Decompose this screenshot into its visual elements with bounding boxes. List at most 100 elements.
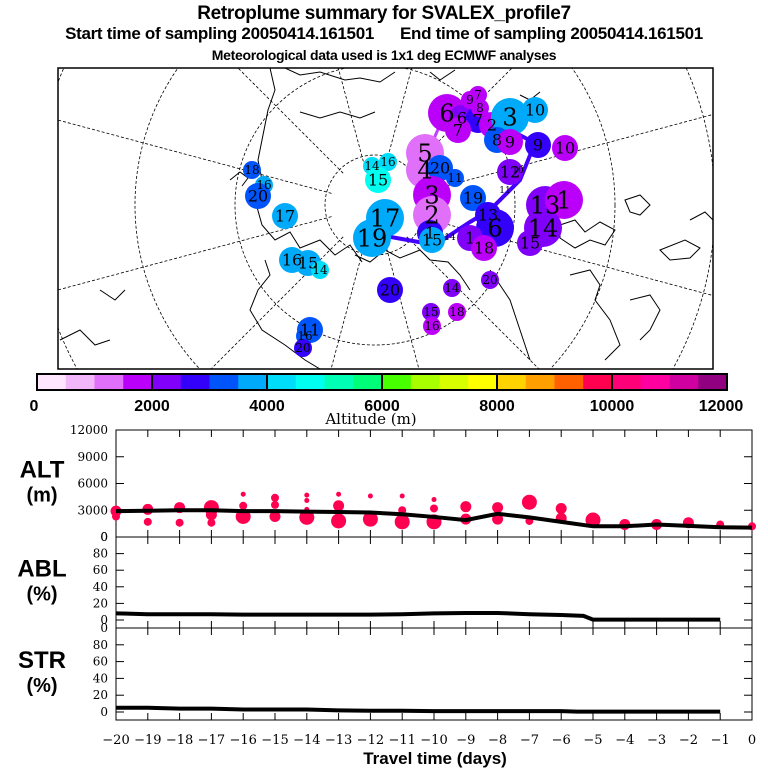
colorbar-swatch [123,374,153,390]
cluster-label: 14 [444,233,456,243]
colorbar-tick-label: 12000 [699,398,744,415]
cluster-marker [245,183,271,209]
colorbar-label: Altitude (m) [324,410,416,428]
x-tick-label: −17 [198,733,225,748]
coastline [284,68,396,83]
x-tick-label: −9 [456,733,475,748]
cluster-label: 15 [368,171,388,190]
y-tick-label: 40 [93,671,108,685]
coastline [689,211,713,221]
colorbar-tick-label: 0 [30,398,39,415]
panel-label: STR [18,647,66,674]
y-tick-label: 80 [93,547,108,561]
alt-dot [367,493,373,499]
alt-dot [269,510,281,522]
cluster-label: 20 [482,273,497,287]
x-tick-label: −13 [325,733,352,748]
start-time-label: Start time of sampling 20050414.161501 [65,24,374,43]
alt-dot [240,491,246,497]
cluster-marker [423,317,441,335]
met-data-label: Meteorological data used is 1x1 deg ECMW… [211,47,557,63]
longitude-line [418,114,713,194]
x-tick-label: −14 [293,733,320,748]
cluster-label: 13 [530,191,561,219]
cluster-label: 16 [282,251,302,270]
cluster-label: 16 [256,178,271,192]
cluster-label: 6 [439,99,454,127]
alt-dot [271,500,279,509]
x-tick-label: −3 [647,733,666,748]
cluster-marker [311,261,329,279]
colorbar-swatch [410,374,440,390]
cluster-label: 4 [417,156,432,184]
x-tick-label: −16 [229,733,256,748]
cluster-label: 14 [364,159,380,173]
cluster-label: 17 [370,204,401,232]
colorbar-tick-label: 4000 [249,398,285,415]
cluster-label: 1 [556,186,571,214]
alt-dot [304,497,310,503]
cluster-label: 18 [474,239,494,258]
cluster-label: 8 [476,101,484,115]
cluster-label: 18 [244,163,259,177]
panel-unit: (%) [26,675,57,697]
y-tick-label: 20 [93,688,108,702]
cluster-marker [481,271,499,289]
panel-unit: (m) [26,485,57,507]
x-tick-label: −2 [679,733,698,748]
cluster-label: 8 [492,131,502,150]
cluster-label: 18 [449,305,464,319]
colorbar-swatch [152,374,182,390]
cluster-label: 9 [533,136,543,155]
cluster-marker [379,153,397,171]
alt-dot [362,511,378,527]
cluster-marker [353,219,391,257]
cluster-label: 2 [487,116,497,135]
alt-dot [492,513,504,525]
colorbar-swatch [525,374,555,390]
x-axis-title: Travel time (days) [363,749,507,768]
alt-dot [460,501,472,513]
cluster-label: 1 [465,229,475,248]
alt-dot [304,492,310,498]
panel-unit: (%) [26,584,57,606]
cluster-label: 20 [430,159,450,178]
cluster-label: 15 [298,254,318,273]
colorbar-swatch [353,374,383,390]
x-tick-label: −15 [261,733,288,748]
colorbar-swatch [180,374,210,390]
x-tick-label: −8 [488,733,507,748]
latitude-circle [134,68,616,369]
str-panel: 0 20 40 60 80 0 STR(%) [18,621,753,721]
y-tick-label: 80 [93,638,108,652]
coastline [299,111,376,119]
cluster-marker [427,155,453,181]
x-tick-label: −6 [552,733,571,748]
y-tick-label: 0 [100,530,108,544]
colorbar-swatch [267,374,297,390]
cluster-marker [471,235,497,261]
cluster-label: 10 [555,139,575,158]
cluster-marker [419,227,445,253]
cluster-label: 12 [500,163,520,182]
alt-dot [492,502,504,514]
alt-dot [271,493,279,502]
panel-label: ALT [20,457,65,484]
cluster-label: 20 [380,281,400,300]
alt-dot [521,494,537,510]
colorbar-swatch [324,374,354,390]
alt-dot [555,502,567,514]
cluster-label: 3 [424,181,439,209]
x-tick-label: −20 [102,733,129,748]
colorbar-swatch [65,374,95,390]
cluster-label: 11 [447,171,462,185]
cluster-label: 3 [502,103,517,131]
cluster-label: 16 [424,319,439,333]
alt-dot [399,493,405,499]
alt-mean-line [115,508,753,530]
colorbar-swatch [295,374,325,390]
alt-dot [143,517,152,526]
cluster-marker [497,159,523,185]
cluster-marker [243,161,261,179]
